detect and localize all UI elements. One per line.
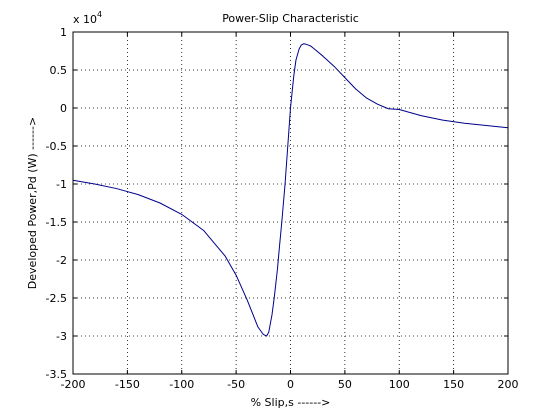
x-tick-label: -50	[227, 378, 245, 391]
x-tick-label: -150	[115, 378, 140, 391]
y-tick-label: 1	[60, 26, 67, 39]
series-line	[72, 43, 509, 337]
tick-layer: -200 -150 -100 -50 0 50 100 150 200 1 0.5 0 -0.5 -1 -1…	[46, 26, 519, 391]
y-tick-label: 0.5	[50, 64, 68, 77]
x-tick-label: 150	[443, 378, 464, 391]
x-tick-label: 100	[389, 378, 410, 391]
x-axis-label: % Slip,s ------>	[251, 396, 331, 409]
x-tick-label: 0	[287, 378, 294, 391]
y-tick-label: -2	[56, 254, 67, 267]
y-tick-label: -3	[56, 330, 67, 343]
x-tick-label: 200	[498, 378, 519, 391]
y-tick-label: -0.5	[46, 140, 67, 153]
series-layer	[72, 43, 509, 337]
y-axis-label: Developed Power,Pd (W) ------>	[26, 117, 39, 289]
y-tick-label: 0	[60, 102, 67, 115]
y-tick-label: -1	[56, 178, 67, 191]
y-tick-label: -1.5	[46, 216, 67, 229]
x-tick-label: -200	[61, 378, 86, 391]
chart-title: Power-Slip Characteristic	[222, 12, 359, 25]
x-tick-label: -100	[169, 378, 194, 391]
y-multiplier-base: x 10	[73, 13, 97, 26]
y-tick-label: -3.5	[46, 368, 67, 381]
y-tick-label: -2.5	[46, 292, 67, 305]
x-tick-label: 50	[338, 378, 352, 391]
grid-layer	[73, 32, 508, 374]
y-multiplier-exponent: 4	[97, 10, 102, 19]
y-axis-multiplier: x 104	[73, 10, 102, 26]
